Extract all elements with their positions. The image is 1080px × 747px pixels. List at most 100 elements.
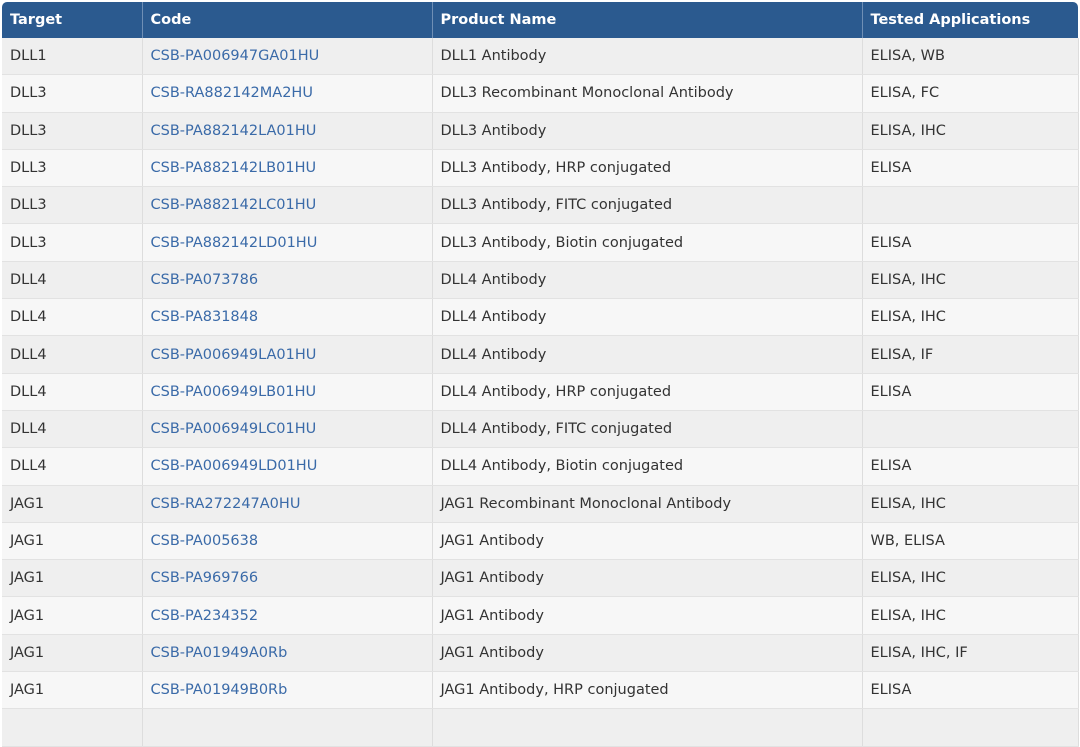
table-row: DLL4 CSB-PA073786 DLL4 Antibody ELISA, IHC [2,261,1079,300]
cell-product-name: DLL4 Antibody [432,298,863,337]
cell-target: DLL3 [2,112,143,150]
product-code-link[interactable]: CSB-PA969766 [150,570,259,587]
cell-applications: ELISA, IHC [862,485,1079,523]
cell-target [2,708,143,747]
cell-product-name: JAG1 Recombinant Monoclonal Antibody [432,485,863,523]
table-row: JAG1 CSB-PA01949B0Rb JAG1 Antibody, HRP co… [2,671,1079,710]
cell-applications: ELISA, WB [862,38,1079,76]
cell-applications [862,410,1079,449]
product-code-link[interactable]: CSB-PA006949LB01HU [150,383,317,400]
cell-applications [862,708,1079,747]
cell-product-name: DLL4 Antibody, FITC conjugated [432,410,863,449]
cell-product-name: DLL3 Antibody, HRP conjugated [432,149,863,188]
cell-target: JAG1 [2,522,143,561]
table-row: JAG1 CSB-PA005638 JAG1 Antibody WB, ELISA [2,522,1079,561]
cell-product-name: DLL4 Antibody [432,261,863,300]
table-row: DLL3 CSB-PA882142LA01HU DLL3 Antibody ELISA… [2,112,1079,150]
header-target: Target [2,2,143,38]
cell-target: JAG1 [2,671,143,710]
cell-applications: ELISA, IHC [862,261,1079,300]
product-code-link[interactable]: CSB-PA882142LA01HU [150,122,317,139]
header-code: Code [142,2,433,38]
table-row: JAG1 CSB-PA234352 JAG1 Antibody ELISA, IHC [2,596,1079,635]
product-code-link[interactable]: CSB-PA073786 [150,271,259,288]
cell-product-name: JAG1 Antibody [432,634,863,673]
cell-code: CSB-RA882142MA2HU [142,74,433,113]
cell-code: CSB-PA01949B0Rb [142,671,433,710]
cell-product-name: DLL3 Antibody, FITC conjugated [432,186,863,225]
table-row: DLL4 CSB-PA006949LB01HU DLL4 Antibody, HRP… [2,373,1079,411]
product-code-link[interactable]: CSB-PA831848 [150,309,259,326]
cell-code: CSB-PA006949LA01HU [142,335,433,374]
product-code-link[interactable]: CSB-PA006949LD01HU [150,458,318,475]
table-row: DLL3 CSB-RA882142MA2HU DLL3 Recombinant Mo… [2,74,1079,113]
cell-applications: ELISA, IHC [862,298,1079,337]
product-code-link[interactable]: CSB-PA882142LC01HU [150,197,317,214]
cell-code: CSB-PA969766 [142,559,433,598]
cell-product-name: DLL3 Antibody [432,112,863,150]
cell-code: CSB-PA006949LD01HU [142,447,433,486]
cell-target: DLL1 [2,38,143,76]
header-product-name: Product Name [432,2,863,38]
cell-product-name: JAG1 Antibody [432,559,863,598]
cell-product-name: DLL3 Recombinant Monoclonal Antibody [432,74,863,113]
table-row: DLL4 CSB-PA006949LC01HU DLL4 Antibody, FIT… [2,410,1079,449]
cell-code: CSB-PA882142LA01HU [142,112,433,150]
table-row: DLL3 CSB-PA882142LB01HU DLL3 Antibody, HRP… [2,149,1079,188]
cell-applications: ELISA [862,149,1079,188]
cell-target: DLL4 [2,261,143,300]
cell-target: DLL4 [2,410,143,449]
table-row: DLL3 CSB-PA882142LD01HU DLL3 Antibody, Bio… [2,223,1079,262]
cell-product-name: DLL3 Antibody, Biotin conjugated [432,223,863,262]
product-code-link[interactable]: CSB-PA01949A0Rb [150,644,288,661]
table-row: JAG1 CSB-PA01949A0Rb JAG1 Antibody ELISA, I… [2,634,1079,673]
product-code-link[interactable]: CSB-RA882142MA2HU [150,85,313,102]
cell-applications: WB, ELISA [862,522,1079,561]
cell-applications: ELISA, IHC [862,112,1079,150]
cell-target: DLL3 [2,149,143,188]
cell-product-name: JAG1 Antibody [432,522,863,561]
table-row: DLL4 CSB-PA006949LA01HU DLL4 Antibody ELISA… [2,335,1079,374]
cell-applications: ELISA, IHC, IF [862,634,1079,673]
cell-target: JAG1 [2,596,143,635]
cell-target: JAG1 [2,485,143,523]
cell-applications: ELISA [862,447,1079,486]
cell-code: CSB-PA006949LB01HU [142,373,433,411]
cell-product-name: DLL4 Antibody, Biotin conjugated [432,447,863,486]
cell-code: CSB-PA005638 [142,522,433,561]
table-row: JAG1 CSB-PA969766 JAG1 Antibody ELISA, IHC [2,559,1079,598]
table-row: JAG1 CSB-RA272247A0HU JAG1 Recombinant Mon… [2,485,1079,523]
product-code-link[interactable]: CSB-PA882142LD01HU [150,234,318,251]
cell-target: DLL3 [2,223,143,262]
table-header-row: Target Code Product Name Tested Applicat… [2,2,1078,38]
cell-product-name: JAG1 Antibody [432,596,863,635]
cell-target: DLL4 [2,373,143,411]
cell-code: CSB-PA006949LC01HU [142,410,433,449]
product-code-link[interactable]: CSB-PA006949LC01HU [150,421,317,438]
cell-target: DLL3 [2,186,143,225]
cell-code: CSB-PA882142LC01HU [142,186,433,225]
table-row: DLL4 CSB-PA831848 DLL4 Antibody ELISA, IHC [2,298,1079,337]
product-code-link[interactable]: CSB-PA006947GA01HU [150,48,320,65]
cell-product-name: DLL1 Antibody [432,38,863,76]
product-code-link[interactable]: CSB-PA006949LA01HU [150,346,317,363]
cell-code: CSB-PA831848 [142,298,433,337]
table-row: DLL4 CSB-PA006949LD01HU DLL4 Antibody, Bio… [2,447,1079,486]
cell-code: CSB-PA882142LD01HU [142,223,433,262]
cell-applications: ELISA, IF [862,335,1079,374]
cell-target: JAG1 [2,634,143,673]
cell-code: CSB-PA073786 [142,261,433,300]
product-code-link[interactable]: CSB-PA005638 [150,533,259,549]
cell-product-name [432,708,863,747]
product-code-link[interactable]: CSB-PA234352 [150,607,259,624]
product-code-link[interactable]: CSB-RA272247A0HU [150,495,301,512]
cell-target: DLL4 [2,335,143,374]
cell-applications: ELISA [862,373,1079,411]
product-code-link[interactable]: CSB-PA01949B0Rb [150,682,288,699]
table-row: DLL1 CSB-PA006947GA01HU DLL1 Antibody ELISA… [2,38,1079,76]
cell-product-name: DLL4 Antibody, HRP conjugated [432,373,863,411]
product-code-link[interactable]: CSB-PA882142LB01HU [150,160,317,177]
cell-code: CSB-PA882142LB01HU [142,149,433,188]
